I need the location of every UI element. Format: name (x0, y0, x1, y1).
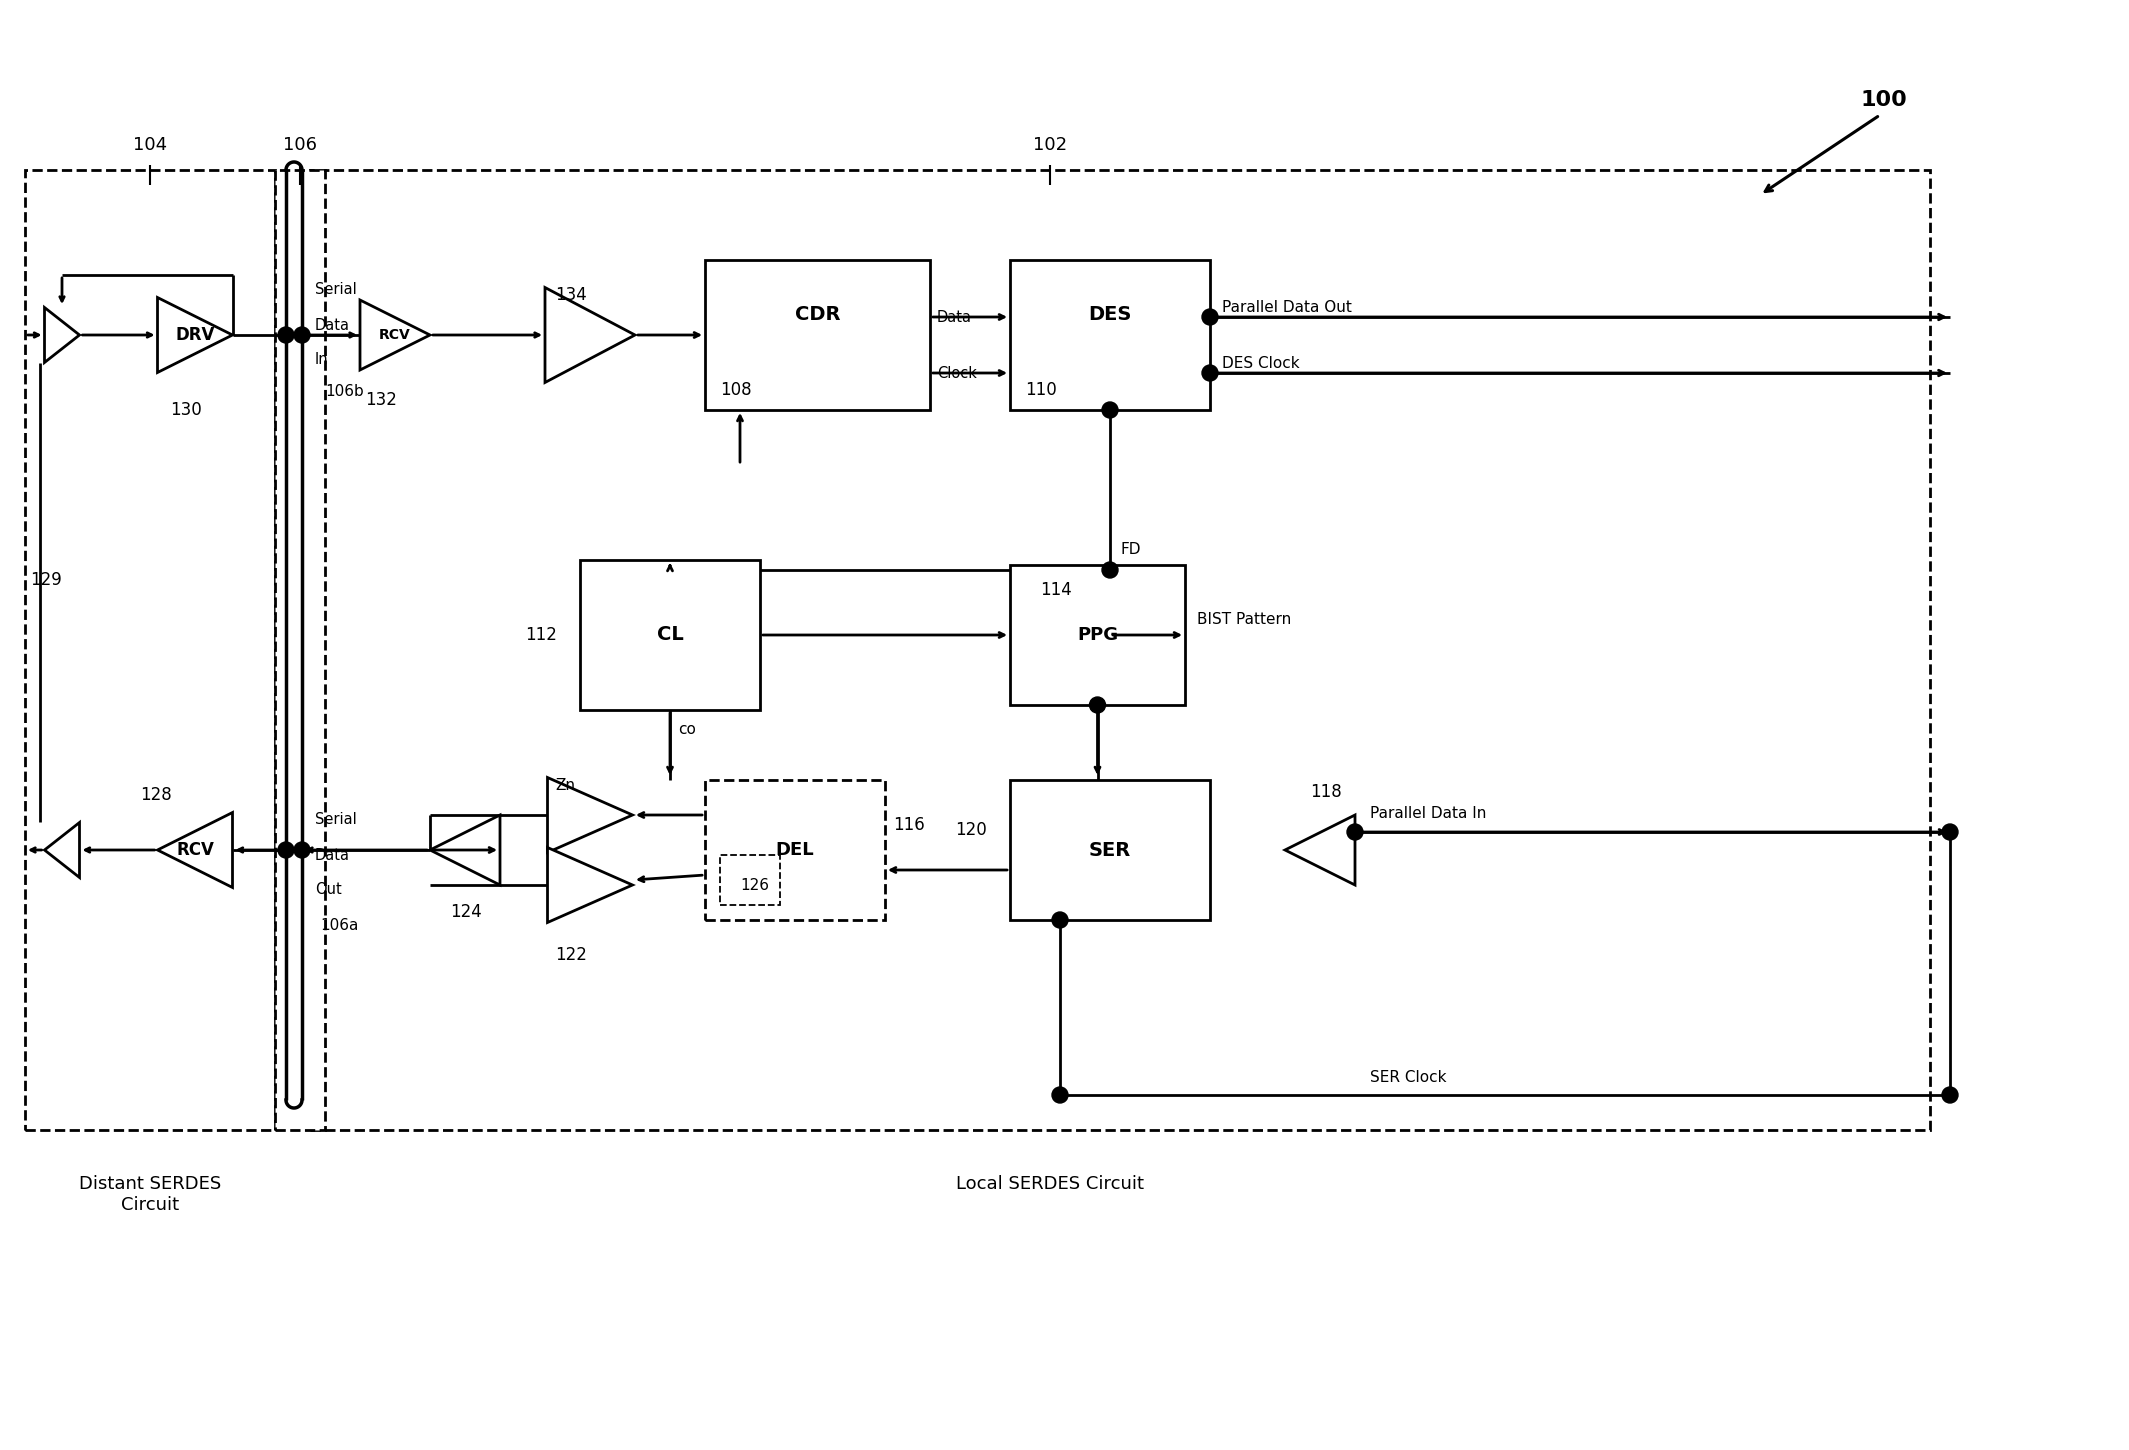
Polygon shape (547, 777, 632, 853)
Circle shape (1203, 365, 1218, 381)
Bar (1009, 566, 1186, 705)
Text: 112: 112 (526, 626, 558, 644)
Bar (705, 780, 886, 919)
Bar (1009, 780, 1209, 919)
Bar (1009, 260, 1209, 410)
Text: 108: 108 (720, 381, 752, 399)
Text: 100: 100 (1861, 90, 1908, 110)
Text: 120: 120 (956, 821, 986, 840)
Text: Distant SERDES
Circuit: Distant SERDES Circuit (79, 1174, 221, 1214)
Circle shape (279, 328, 294, 344)
Polygon shape (158, 297, 232, 373)
Text: Local SERDES Circuit: Local SERDES Circuit (956, 1174, 1143, 1193)
Polygon shape (547, 847, 632, 922)
Text: CL: CL (656, 625, 683, 644)
Circle shape (1090, 697, 1105, 713)
Text: 106a: 106a (319, 918, 358, 932)
Text: 106: 106 (283, 136, 317, 154)
Bar (705, 260, 930, 410)
Text: 126: 126 (741, 877, 769, 893)
Text: 110: 110 (1024, 381, 1056, 399)
Text: In: In (315, 352, 328, 367)
Text: RCV: RCV (177, 841, 213, 858)
Text: 128: 128 (141, 786, 172, 803)
Text: Parallel Data Out: Parallel Data Out (1222, 300, 1352, 315)
Text: 132: 132 (364, 392, 396, 409)
Bar (26, 170, 275, 1130)
Text: 134: 134 (556, 286, 588, 304)
Text: co: co (677, 722, 696, 738)
Circle shape (1348, 824, 1363, 840)
Text: DES Clock: DES Clock (1222, 355, 1299, 371)
Circle shape (279, 842, 294, 858)
Polygon shape (158, 812, 232, 887)
Text: DEL: DEL (775, 841, 813, 858)
Text: Data: Data (315, 847, 349, 863)
Text: Parallel Data In: Parallel Data In (1369, 806, 1486, 822)
Polygon shape (545, 287, 634, 383)
Circle shape (1942, 1088, 1959, 1103)
Text: Data: Data (937, 309, 973, 325)
Text: 102: 102 (1033, 136, 1067, 154)
Text: Data: Data (315, 318, 349, 332)
Text: BIST Pattern: BIST Pattern (1196, 612, 1292, 628)
Text: 106b: 106b (326, 384, 364, 400)
Bar (275, 170, 326, 1130)
Circle shape (294, 842, 311, 858)
Polygon shape (1286, 815, 1354, 884)
Text: SER Clock: SER Clock (1369, 1070, 1446, 1085)
Polygon shape (430, 815, 500, 884)
Bar (311, 170, 1931, 1130)
Bar (720, 856, 779, 905)
Polygon shape (360, 300, 430, 370)
Circle shape (1103, 563, 1118, 579)
Text: 116: 116 (892, 816, 924, 834)
Bar (579, 560, 760, 710)
Text: PPG: PPG (1077, 626, 1118, 644)
Text: 124: 124 (449, 903, 481, 921)
Circle shape (1203, 309, 1218, 325)
Text: Zn: Zn (556, 777, 575, 793)
Text: DRV: DRV (175, 326, 215, 344)
Text: 129: 129 (30, 571, 62, 589)
Text: CDR: CDR (794, 306, 841, 325)
Text: Serial: Serial (315, 812, 358, 828)
Text: 114: 114 (1039, 581, 1071, 599)
Text: Out: Out (315, 883, 343, 898)
Circle shape (294, 328, 311, 344)
Text: Clock: Clock (937, 365, 977, 380)
Text: FD: FD (1120, 542, 1141, 557)
Text: DES: DES (1088, 306, 1133, 325)
Text: 104: 104 (132, 136, 166, 154)
Text: Serial: Serial (315, 283, 358, 297)
Polygon shape (45, 822, 79, 877)
Circle shape (1052, 1088, 1069, 1103)
Polygon shape (45, 307, 79, 362)
Text: 130: 130 (170, 402, 202, 419)
Text: 118: 118 (1309, 783, 1341, 800)
Text: RCV: RCV (379, 328, 411, 342)
Circle shape (1052, 912, 1069, 928)
Text: SER: SER (1088, 841, 1130, 860)
Circle shape (1103, 402, 1118, 418)
Circle shape (1942, 824, 1959, 840)
Text: 122: 122 (556, 945, 588, 964)
